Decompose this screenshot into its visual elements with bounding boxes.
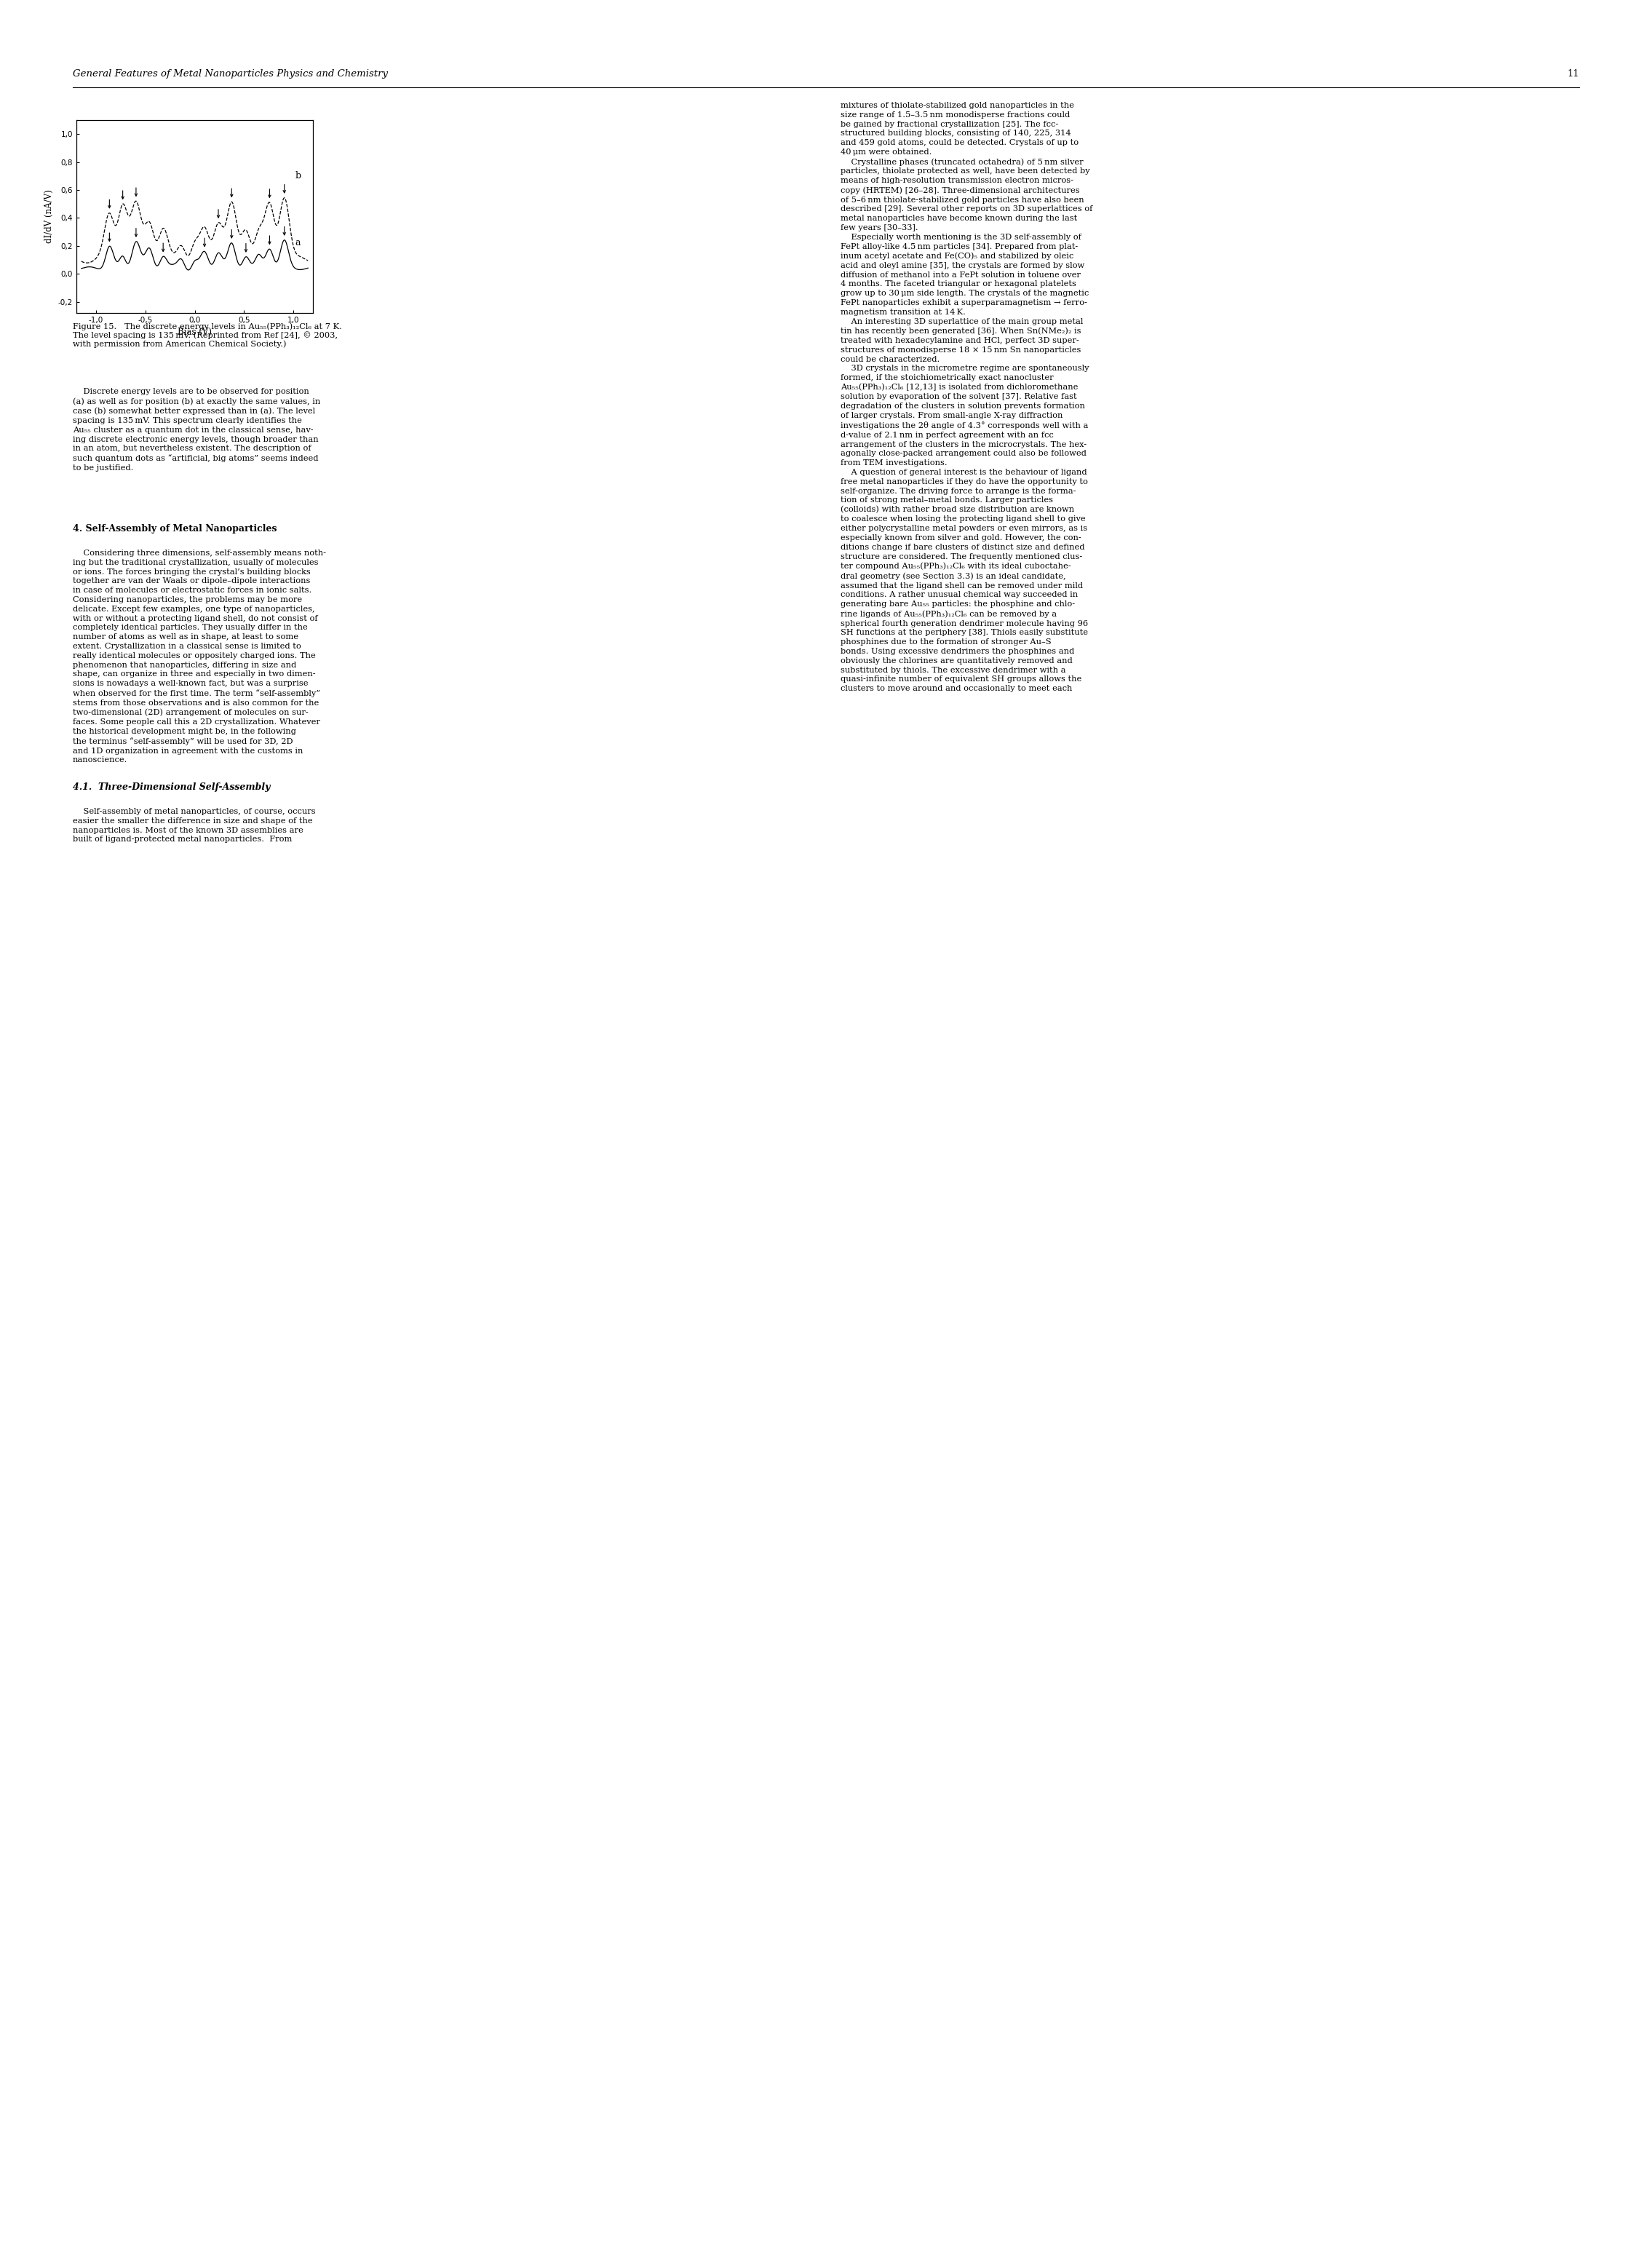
Text: 4. Self-Assembly of Metal Nanoparticles: 4. Self-Assembly of Metal Nanoparticles (73, 525, 278, 534)
Text: Figure 15.   The discrete energy levels in Au₅₅(PPh₃)₁₂Cl₆ at 7 K.
The level spa: Figure 15. The discrete energy levels in… (73, 322, 342, 349)
Text: Discrete energy levels are to be observed for position
(a) as well as for positi: Discrete energy levels are to be observe… (73, 387, 320, 471)
Text: 4.1.  Three-Dimensional Self-Assembly: 4.1. Three-Dimensional Self-Assembly (73, 781, 271, 793)
Text: mixtures of thiolate-stabilized gold nanoparticles in the
size range of 1.5–3.5 : mixtures of thiolate-stabilized gold nan… (841, 101, 1092, 691)
Text: 11: 11 (1568, 70, 1579, 79)
Text: Self-assembly of metal nanoparticles, of course, occurs
easier the smaller the d: Self-assembly of metal nanoparticles, of… (73, 808, 316, 842)
Text: b: b (296, 171, 301, 180)
Text: General Features of Metal Nanoparticles Physics and Chemistry: General Features of Metal Nanoparticles … (73, 70, 388, 79)
Text: Considering three dimensions, self-assembly means noth-
ing but the traditional : Considering three dimensions, self-assem… (73, 549, 325, 763)
Y-axis label: dI/dV (nA/V): dI/dV (nA/V) (45, 189, 55, 243)
X-axis label: Bias (V): Bias (V) (177, 329, 211, 338)
Text: a: a (296, 239, 301, 248)
